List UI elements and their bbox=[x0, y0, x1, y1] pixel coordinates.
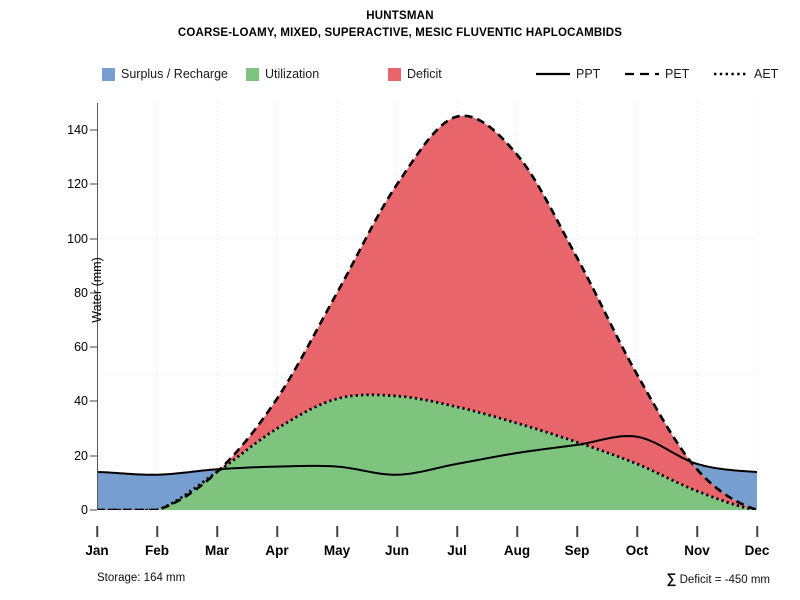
legend-item-aet[interactable]: AET bbox=[714, 67, 778, 81]
x-tick-mark bbox=[96, 526, 98, 537]
x-tick-label-jun: Jun bbox=[384, 543, 410, 558]
y-tick-mark bbox=[90, 400, 97, 402]
y-tick-label: 60 bbox=[74, 340, 88, 355]
y-tick-label: 0 bbox=[81, 503, 88, 517]
y-tick-label: 20 bbox=[74, 448, 88, 463]
x-tick-label-mar: Mar bbox=[204, 543, 230, 558]
x-tick-mark bbox=[276, 526, 278, 537]
band-surplus bbox=[97, 468, 222, 510]
x-tick-label-dec: Dec bbox=[744, 543, 770, 558]
band-surplus bbox=[692, 462, 757, 510]
sum-deficit-annotation: ∑ Deficit = -450 mm bbox=[666, 570, 770, 586]
page-title: HUNTSMAN bbox=[366, 10, 434, 22]
legend-line-pet-icon bbox=[625, 68, 659, 80]
legend-label-surplus: Surplus / Recharge bbox=[121, 67, 229, 81]
y-tick-mark bbox=[90, 509, 97, 511]
band-deficit bbox=[219, 115, 757, 510]
legend-label-pet: PET bbox=[665, 67, 690, 81]
legend-item-ppt[interactable]: PPT bbox=[536, 67, 600, 81]
y-tick-label: 120 bbox=[67, 177, 88, 192]
legend-line-ppt-icon bbox=[536, 68, 570, 80]
x-tick-label-aug: Aug bbox=[503, 543, 531, 558]
y-tick-mark bbox=[90, 346, 97, 348]
x-tick-mark bbox=[576, 526, 578, 537]
band-utilization bbox=[159, 394, 757, 510]
legend-swatch-utilization bbox=[246, 67, 259, 81]
y-tick-label: 100 bbox=[67, 231, 88, 246]
legend-line-aet-icon bbox=[714, 68, 748, 80]
x-tick-label-feb: Feb bbox=[144, 543, 170, 558]
storage-annotation: Storage: 164 mm bbox=[97, 572, 186, 584]
legend-item-deficit[interactable]: Deficit bbox=[388, 67, 442, 81]
x-tick-mark bbox=[156, 526, 158, 537]
x-tick-mark bbox=[696, 526, 698, 537]
chart-title-block: HUNTSMAN COARSE-LOAMY, MIXED, SUPERACTIV… bbox=[0, 8, 800, 42]
legend-item-utilization[interactable]: Utilization bbox=[246, 67, 319, 81]
x-tick-label-jul: Jul bbox=[447, 543, 467, 558]
x-tick-label-sep: Sep bbox=[564, 543, 590, 558]
legend-label-aet: AET bbox=[754, 67, 779, 81]
sigma-icon: ∑ bbox=[666, 570, 677, 586]
y-tick-mark bbox=[90, 183, 97, 185]
legend-swatch-deficit bbox=[388, 67, 401, 81]
x-tick-label-oct: Oct bbox=[625, 543, 649, 558]
legend-item-pet[interactable]: PET bbox=[625, 67, 689, 81]
x-tick-mark bbox=[756, 526, 758, 537]
x-tick-mark bbox=[396, 526, 398, 537]
chart-legend: Surplus / Recharge Utilization Deficit P… bbox=[0, 67, 800, 87]
y-tick-mark bbox=[90, 455, 97, 457]
series-line-ppt bbox=[97, 435, 757, 476]
x-tick-mark bbox=[216, 526, 218, 537]
x-tick-mark bbox=[636, 526, 638, 537]
x-tick-label-jan: Jan bbox=[85, 543, 109, 558]
x-tick-label-may: May bbox=[323, 543, 351, 558]
sum-deficit-text: Deficit = -450 mm bbox=[676, 574, 770, 586]
legend-label-deficit: Deficit bbox=[407, 67, 442, 81]
series-line-aet bbox=[97, 393, 757, 510]
x-tick-mark bbox=[456, 526, 458, 537]
y-tick-label: 140 bbox=[67, 123, 88, 138]
chart-canvas bbox=[97, 103, 757, 510]
x-tick-label-apr: Apr bbox=[265, 543, 289, 558]
plot-area: Water (mm) 0 20 40 60 80 100 120 140 Jan Feb Mar A… bbox=[67, 103, 769, 558]
legend-label-utilization: Utilization bbox=[265, 67, 320, 81]
legend-label-ppt: PPT bbox=[576, 67, 601, 81]
x-tick-mark bbox=[516, 526, 518, 537]
y-tick-mark bbox=[90, 292, 97, 294]
x-tick-label-nov: Nov bbox=[684, 543, 710, 558]
series-line-pet bbox=[97, 114, 757, 510]
y-tick-mark bbox=[90, 129, 97, 131]
y-tick-label: 40 bbox=[74, 394, 88, 409]
y-tick-label: 80 bbox=[74, 285, 88, 300]
page-subtitle: COARSE-LOAMY, MIXED, SUPERACTIVE, MESIC … bbox=[177, 27, 623, 39]
x-tick-mark bbox=[336, 526, 338, 537]
y-tick-mark bbox=[90, 238, 97, 240]
legend-item-surplus[interactable]: Surplus / Recharge bbox=[102, 67, 228, 81]
legend-swatch-surplus bbox=[102, 67, 115, 81]
